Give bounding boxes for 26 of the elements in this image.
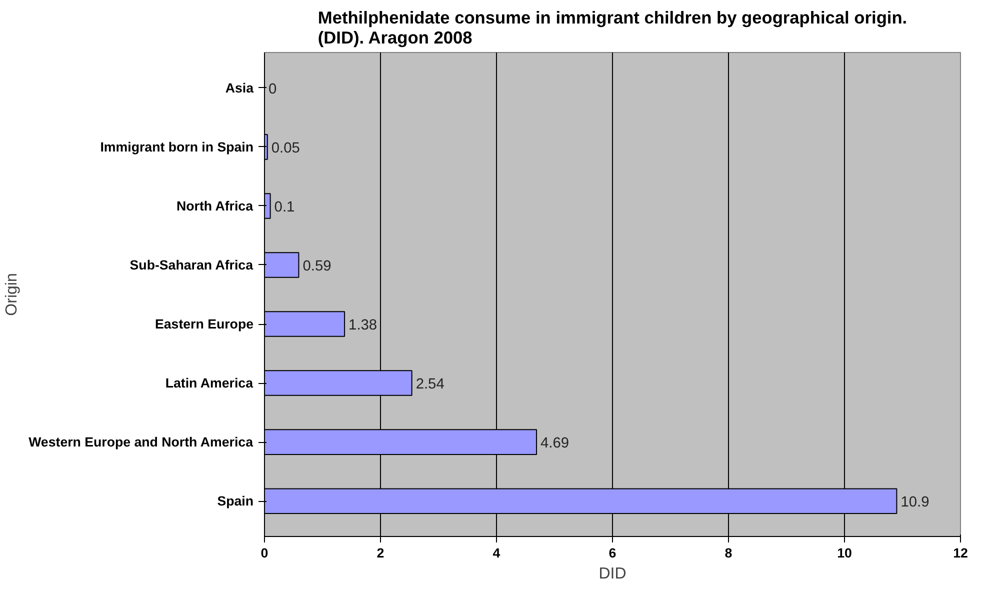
y-tick-label: Spain xyxy=(217,494,254,509)
data-label: 0.05 xyxy=(271,140,300,156)
chart-title: Methilphenidate consume in immigrant children by geographical origin. (DID). Aragon 2008 xyxy=(318,8,908,48)
y-tick-label: Immigrant born in Spain xyxy=(100,139,254,154)
x-tick-label: 2 xyxy=(376,546,384,560)
y-tick-label: Eastern Europe xyxy=(154,316,254,332)
x-tick-label: 6 xyxy=(608,546,616,560)
y-tick-label: Sub-Saharan Africa xyxy=(130,257,254,272)
data-label: 1.38 xyxy=(348,318,378,334)
x-tick-label: 10 xyxy=(837,546,852,560)
x-axis-title: DID xyxy=(598,566,626,582)
y-tick-label: Western Europe and North America xyxy=(28,434,254,450)
y-tick-label: Asia xyxy=(225,80,254,96)
x-tick-label: 12 xyxy=(953,546,968,560)
data-label: 2.54 xyxy=(416,376,444,393)
x-tick-label: 0 xyxy=(260,546,268,560)
data-label: 10.9 xyxy=(900,494,930,511)
data-label: 4.69 xyxy=(540,436,570,452)
data-label: 0.59 xyxy=(302,258,332,274)
y-tick-label: Latin America xyxy=(165,376,254,391)
data-label: 0 xyxy=(268,81,277,98)
y-tick-label: North Africa xyxy=(176,198,254,214)
data-label: 0.1 xyxy=(274,199,295,216)
x-tick-label: 4 xyxy=(492,546,501,560)
y-axis-title: Origin xyxy=(4,273,21,316)
x-tick-label: 8 xyxy=(724,546,732,560)
